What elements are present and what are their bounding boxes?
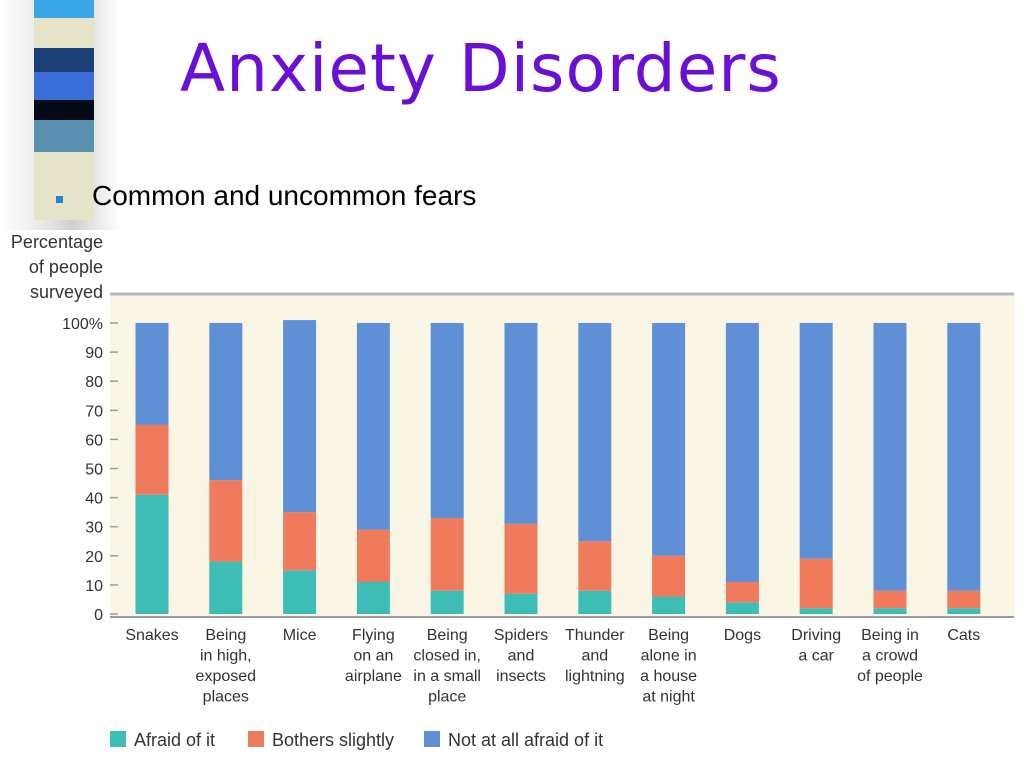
- bar-segment: [652, 323, 686, 556]
- slide-title: Anxiety Disorders: [180, 30, 782, 107]
- bar-segment: [504, 593, 538, 614]
- decorative-stripe: [34, 120, 94, 152]
- bar-segment: [873, 608, 907, 614]
- bar-segment: [430, 517, 464, 591]
- bullet-icon: [56, 196, 63, 203]
- y-tick-label: 20: [85, 549, 103, 566]
- legend-label: Afraid of it: [134, 730, 215, 750]
- decorative-stripe: [34, 0, 94, 18]
- x-tick-label: Being in high, exposed places: [196, 627, 257, 706]
- y-tick-label: 80: [85, 374, 103, 391]
- x-tick-label: Flying on an airplane: [345, 627, 402, 685]
- y-tick-label: 10: [85, 578, 103, 595]
- bar-segment: [725, 323, 759, 582]
- bar-segment: [799, 323, 833, 559]
- x-tick-label: Being alone in a house at night: [640, 627, 697, 706]
- bar-segment: [873, 590, 907, 609]
- plot-area: [110, 294, 1014, 617]
- x-tick-label: Snakes: [125, 627, 178, 644]
- x-tick-label: Cats: [947, 627, 980, 644]
- bar-segment: [652, 555, 686, 597]
- x-tick-label: Being in a crowd of people: [857, 627, 923, 685]
- bar-segment: [135, 323, 169, 425]
- bar-segment: [430, 323, 464, 518]
- legend-label: Bothers slightly: [272, 730, 394, 750]
- bar-segment: [504, 323, 538, 524]
- x-tick-label: Driving a car: [791, 627, 841, 665]
- bar-segment: [578, 590, 612, 614]
- x-tick-label: Mice: [283, 627, 317, 644]
- decorative-stripe: [34, 182, 94, 220]
- decorative-stripe: [34, 48, 94, 72]
- bar-segment: [209, 323, 243, 481]
- bar-segment: [283, 512, 317, 571]
- bullet-text: Common and uncommon fears: [92, 180, 477, 211]
- y-tick-label: 90: [85, 345, 103, 362]
- x-tick-label: Spiders and insects: [494, 627, 548, 685]
- bar-segment: [283, 570, 317, 614]
- bar-segment: [578, 323, 612, 542]
- bar-segment: [209, 480, 243, 562]
- decorative-stripes: [34, 0, 94, 220]
- x-tick-label: Being closed in, in a small place: [413, 627, 481, 706]
- bar-segment: [947, 323, 981, 591]
- bar-segment: [504, 523, 538, 594]
- bar-segment: [947, 608, 981, 614]
- bar-segment: [283, 320, 317, 513]
- bar-segment: [652, 596, 686, 614]
- bar-segment: [135, 494, 169, 614]
- bar-segment: [799, 558, 833, 609]
- decorative-stripe: [34, 152, 94, 182]
- y-tick-label: 70: [85, 403, 103, 420]
- legend-swatch: [424, 731, 440, 747]
- legend-swatch: [110, 731, 126, 747]
- x-tick-label: Dogs: [724, 627, 761, 644]
- y-tick-label: 40: [85, 491, 103, 508]
- bar-segment: [356, 323, 390, 530]
- y-tick-label: 60: [85, 432, 103, 449]
- legend-label: Not at all afraid of it: [448, 730, 603, 750]
- y-tick-label: 0: [94, 607, 103, 624]
- x-tick-label: Thunder and lightning: [565, 627, 625, 685]
- bar-segment: [799, 608, 833, 614]
- bar-segment: [209, 561, 243, 614]
- bar-segment: [578, 541, 612, 591]
- y-tick-label: 50: [85, 462, 103, 479]
- y-tick-label: 30: [85, 520, 103, 537]
- bar-segment: [947, 590, 981, 609]
- bar-segment: [135, 424, 169, 495]
- legend-swatch: [248, 731, 264, 747]
- bar-segment: [356, 529, 390, 582]
- y-tick-label: 100%: [62, 316, 103, 333]
- bar-segment: [430, 590, 464, 614]
- decorative-stripe: [34, 18, 94, 48]
- bar-segment: [356, 581, 390, 614]
- decorative-stripe: [34, 100, 94, 120]
- bar-segment: [873, 323, 907, 591]
- decorative-stripe: [34, 72, 94, 100]
- bar-segment: [725, 581, 759, 603]
- bar-segment: [725, 602, 759, 614]
- y-axis-label: Percentage of people surveyed: [11, 232, 103, 302]
